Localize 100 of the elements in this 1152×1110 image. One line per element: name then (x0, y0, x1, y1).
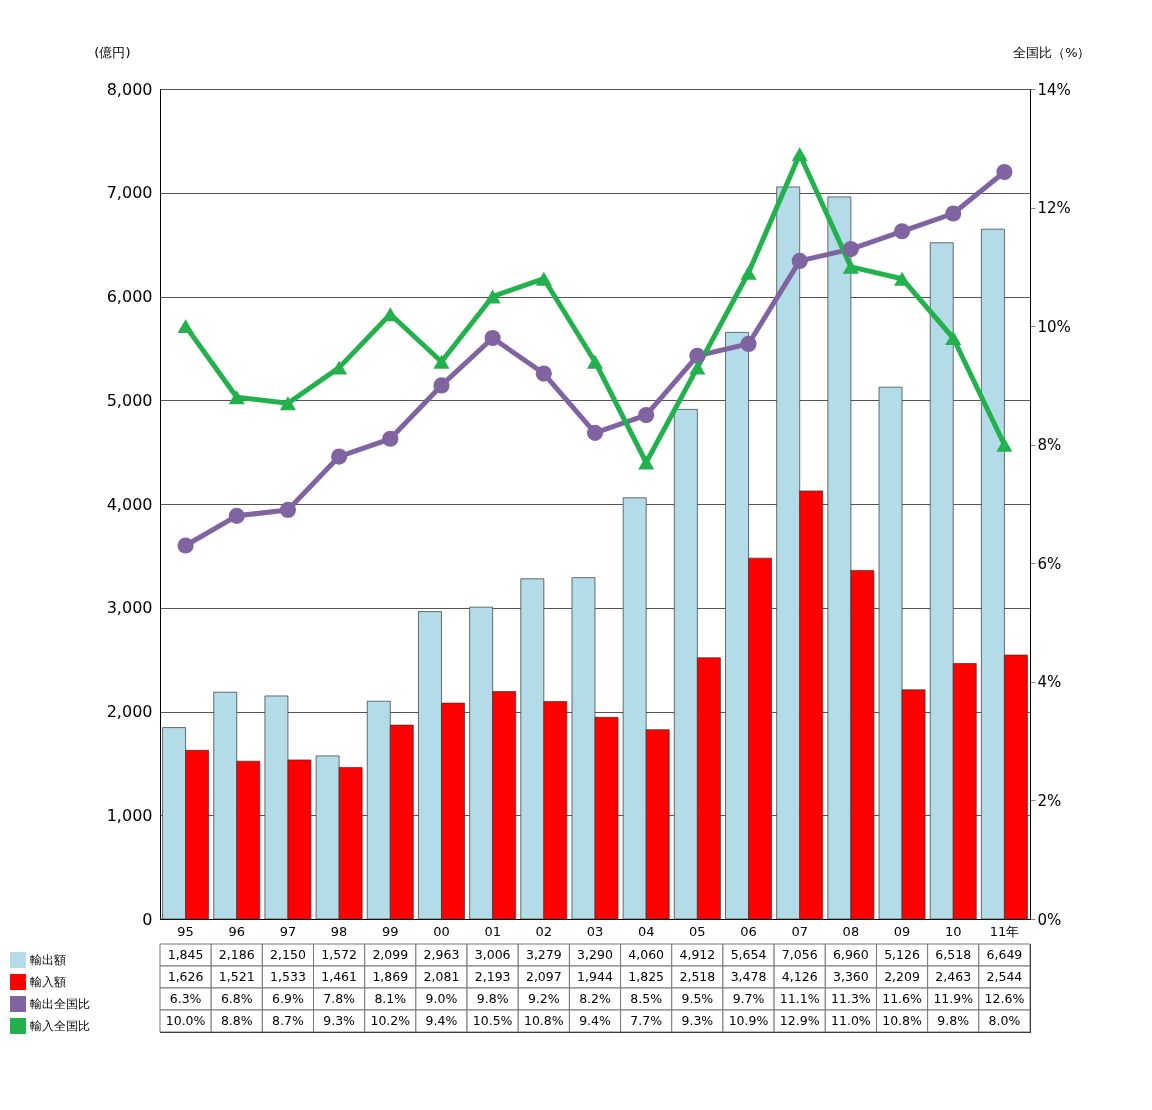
y2-tick-label: 6% (1037, 554, 1062, 573)
data-label: 2,150 (270, 947, 306, 962)
data-label: 10.8% (523, 1013, 564, 1028)
data-label: 2,963 (423, 947, 460, 962)
point (586, 424, 604, 441)
y-tick-label: 5,000 (106, 390, 153, 410)
y2-axis-title: 全国比（%） (1013, 44, 1091, 60)
y-tick-label: 3,000 (106, 598, 153, 618)
data-label: 8.8% (220, 1013, 253, 1028)
data-label: 2,209 (884, 969, 920, 984)
data-label: 10.2% (370, 1013, 411, 1028)
point (689, 360, 706, 375)
data-label: 12.9% (779, 1013, 820, 1028)
data-label: 6,960 (832, 947, 869, 962)
x-tick-label: 99 (382, 923, 399, 939)
legend-label: 輸出全国比 (30, 997, 90, 1011)
point (484, 329, 501, 347)
legend-label: 輸入額 (30, 975, 66, 989)
data-label: 1,869 (372, 969, 409, 984)
x-tick-label: 03 (586, 923, 604, 939)
x-tick-label: 05 (689, 923, 706, 939)
point (433, 354, 450, 369)
y-tick-label: 1,000 (106, 805, 153, 825)
data-label: 9.5% (681, 991, 714, 1006)
point (586, 354, 604, 369)
data-label: 1,944 (577, 969, 613, 984)
point (177, 537, 194, 554)
y-tick-label: 6,000 (106, 287, 153, 306)
data-label: 3,478 (730, 969, 767, 984)
point (228, 390, 245, 405)
y-axis-title: (億円) (94, 44, 131, 60)
point (331, 448, 348, 465)
y2-tick-label: 0% (1037, 910, 1062, 929)
data-label: 2,186 (218, 947, 255, 962)
data-label: 2,463 (935, 969, 972, 984)
point (331, 360, 348, 375)
point (791, 252, 808, 269)
data-label: 4,912 (679, 947, 716, 962)
data-label: 9.7% (732, 991, 765, 1006)
point (535, 365, 552, 382)
data-label: 10.5% (472, 1013, 513, 1028)
data-label: 11.9% (933, 991, 974, 1006)
y2-tick-label: 8% (1037, 436, 1062, 455)
data-label: 2,544 (986, 969, 1023, 984)
data-label: 2,518 (679, 969, 716, 984)
data-label: 3,290 (577, 947, 613, 962)
data-label: 4,060 (628, 947, 665, 962)
data-label: 1,845 (167, 947, 204, 962)
data-label: 9.3% (323, 1013, 356, 1028)
data-label: 5,126 (884, 947, 920, 962)
data-label: 11.6% (882, 991, 923, 1006)
data-label: 3,360 (832, 969, 869, 984)
data-label: 1,461 (321, 969, 358, 984)
y2-tick-label: 14% (1037, 80, 1071, 99)
data-label: 6.9% (272, 991, 304, 1006)
x-tick-label: 07 (791, 923, 808, 939)
y-tick-label: 2,000 (106, 702, 153, 721)
x-tick-label: 97 (279, 923, 297, 939)
data-label: 8.1% (374, 991, 407, 1006)
x-tick-label: 04 (637, 923, 655, 939)
point (535, 271, 552, 286)
data-label: 8.5% (630, 991, 663, 1006)
data-label: 9.8% (476, 991, 509, 1006)
x-tick-label: 02 (535, 923, 553, 939)
data-label: 8.7% (272, 1013, 304, 1028)
point (740, 335, 757, 352)
data-label: 6,649 (986, 947, 1023, 962)
data-label: 3,006 (474, 947, 511, 962)
data-label: 1,521 (218, 969, 255, 984)
data-label: 9.4% (425, 1013, 458, 1028)
data-label: 6.3% (169, 991, 202, 1006)
data-label: 1,533 (270, 969, 306, 984)
point (791, 147, 808, 162)
y-tick-label: 8,000 (106, 79, 153, 99)
point (433, 377, 450, 394)
data-label: 7,056 (781, 947, 818, 962)
data-label: 5,654 (730, 947, 767, 962)
point (638, 407, 655, 424)
legend-label: 輸入全国比 (30, 1019, 90, 1033)
point (740, 265, 757, 280)
data-label: 1,572 (321, 947, 358, 962)
point (894, 223, 911, 240)
data-label: 7.8% (323, 991, 356, 1006)
x-tick-label: 96 (228, 923, 246, 939)
point (842, 241, 859, 258)
data-label: 11.1% (779, 991, 820, 1006)
point (484, 289, 501, 304)
data-label: 2,081 (423, 969, 460, 984)
point (279, 501, 296, 518)
data-label: 1,626 (167, 969, 204, 984)
data-label: 12.6% (984, 991, 1025, 1006)
data-label: 11.3% (831, 991, 871, 1006)
x-tick-label: 06 (740, 923, 757, 939)
point (638, 455, 655, 470)
x-tick-label: 98 (330, 923, 348, 939)
x-tick-label: 10 (944, 923, 962, 939)
data-label: 2,193 (474, 969, 511, 984)
x-tick-label: 08 (842, 923, 860, 939)
y-tick-label: 7,000 (106, 183, 153, 203)
x-tick-label: 09 (893, 923, 911, 939)
